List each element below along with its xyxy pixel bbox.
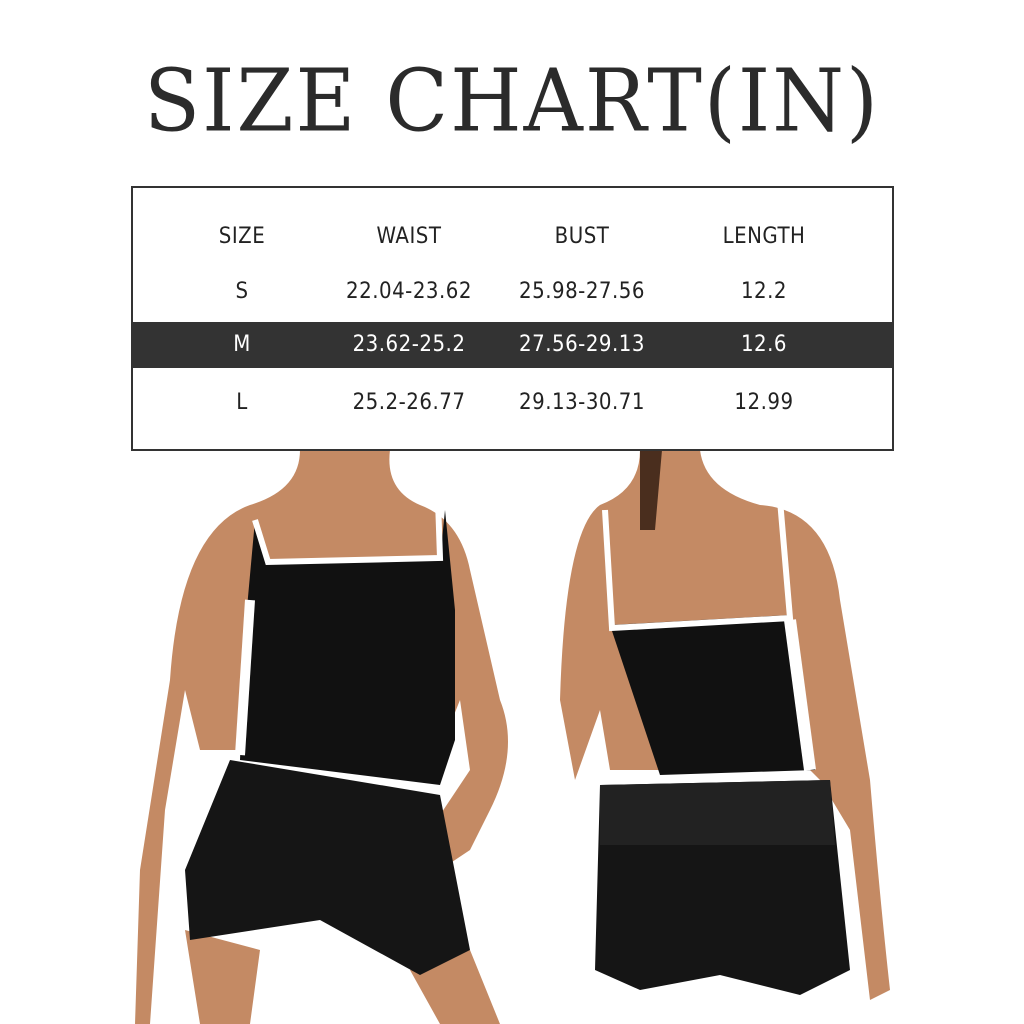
- header-waist: WAIST: [376, 224, 442, 249]
- waistband: [600, 780, 835, 845]
- model-back-view: [560, 450, 890, 1000]
- hair-shape: [640, 450, 662, 530]
- shorts-front: [185, 760, 470, 975]
- header-length: LENGTH: [722, 224, 806, 249]
- white-side-panel: [784, 619, 816, 771]
- model-front-view: [135, 450, 508, 1024]
- white-side-panel: [235, 599, 255, 756]
- table-row-highlighted: M 23.62-25.2 27.56-29.13 12.6: [133, 322, 892, 368]
- cell-waist: 25.2-26.77: [352, 390, 466, 415]
- white-trim: [252, 499, 444, 566]
- header-bust: BUST: [554, 224, 610, 249]
- cell-bust: 25.98-27.56: [519, 279, 645, 304]
- page-title: SIZE CHART(IN): [143, 51, 881, 152]
- cell-size: S: [235, 279, 249, 304]
- table-row: L 25.2-26.77 29.13-30.71 12.99: [133, 380, 892, 426]
- table-header-row: SIZE WAIST BUST LENGTH: [133, 214, 892, 260]
- product-photos: [135, 450, 890, 1024]
- cell-waist: 23.62-25.2: [352, 332, 466, 357]
- size-chart-table: SIZE WAIST BUST LENGTH S 22.04-23.62 25.…: [131, 186, 894, 451]
- tank-top-front: [240, 510, 455, 785]
- cell-bust: 29.13-30.71: [519, 390, 645, 415]
- header-size: SIZE: [218, 224, 266, 249]
- legs-shape: [185, 930, 500, 1024]
- cell-waist: 22.04-23.62: [346, 279, 472, 304]
- cell-size: L: [236, 390, 248, 415]
- table-row: S 22.04-23.62 25.98-27.56 12.2: [133, 269, 892, 315]
- tank-top-back: [610, 615, 815, 775]
- cell-length: 12.99: [734, 390, 794, 415]
- cell-length: 12.6: [740, 332, 788, 357]
- cell-length: 12.2: [740, 279, 788, 304]
- cell-bust: 27.56-29.13: [519, 332, 645, 357]
- cell-size: M: [233, 332, 251, 357]
- white-trim: [602, 499, 794, 632]
